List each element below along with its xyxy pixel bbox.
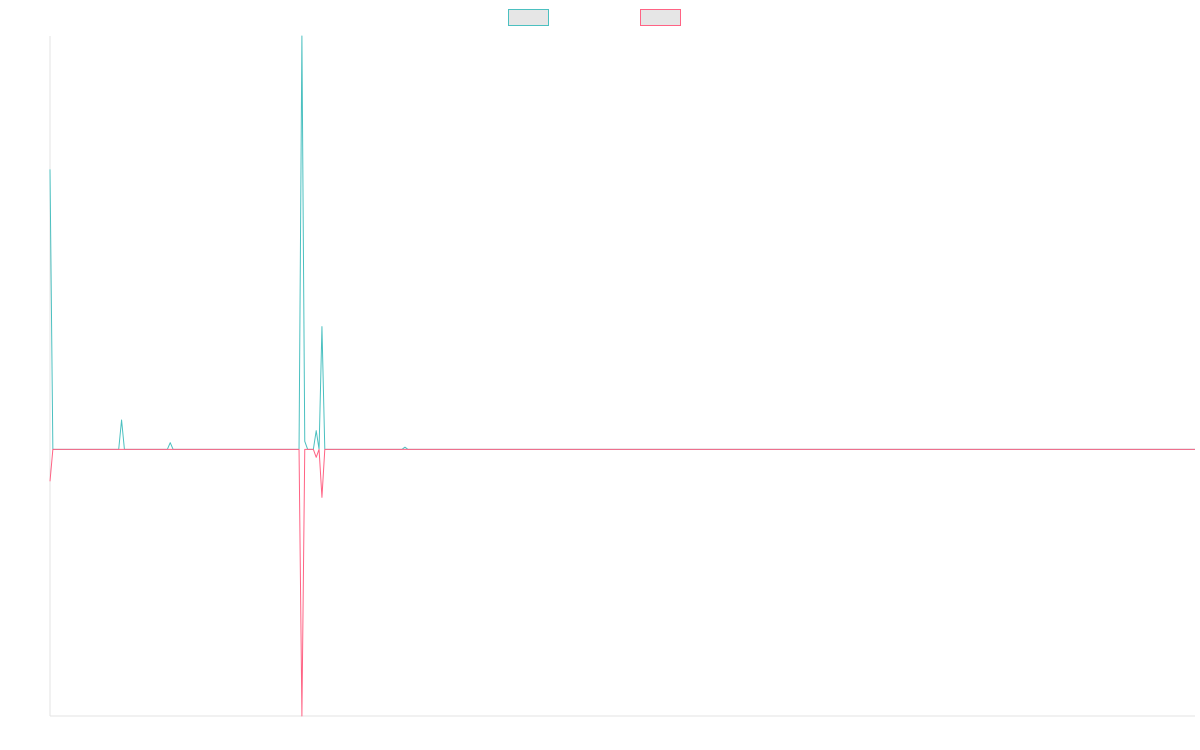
legend-swatch-2[interactable] bbox=[640, 9, 681, 26]
series-line-1 bbox=[49, 35, 1195, 450]
series-line-2 bbox=[49, 448, 1195, 717]
legend-swatch-1[interactable] bbox=[508, 9, 549, 26]
series-layer bbox=[49, 35, 1195, 717]
legend[interactable] bbox=[508, 9, 681, 26]
axes bbox=[49, 36, 1195, 717]
